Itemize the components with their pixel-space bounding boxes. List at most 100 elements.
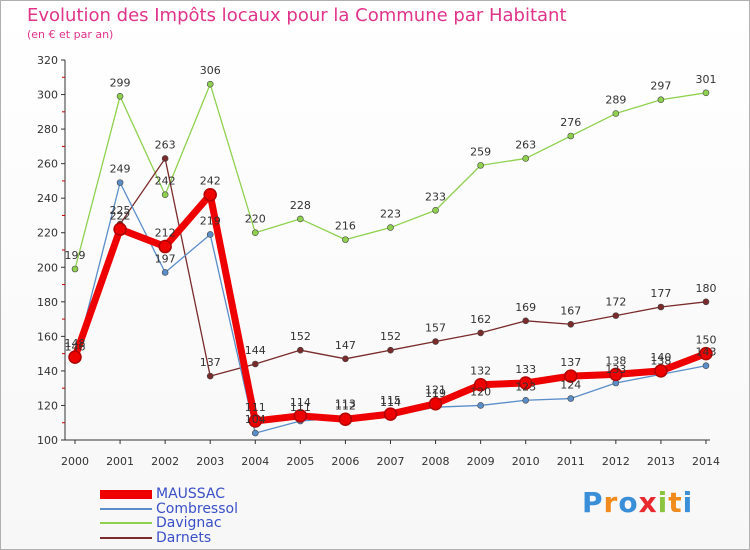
- data-point-darnets: [702, 298, 710, 306]
- legend-label-combressol: Combressol: [156, 501, 238, 517]
- data-label-maussac: 137: [560, 356, 581, 369]
- data-point-davignac: [342, 236, 349, 243]
- legend-item-davignac: Davignac: [100, 514, 222, 532]
- x-tick-label: 2004: [241, 455, 269, 468]
- data-point-davignac: [567, 132, 575, 140]
- data-point-maussac: [293, 409, 308, 423]
- data-label-davignac: 301: [695, 73, 716, 86]
- data-label-combressol: 249: [110, 163, 131, 176]
- data-point-maussac: [564, 369, 578, 383]
- chart-title: Evolution des Impôts locaux pour la Comm…: [27, 5, 567, 26]
- legend-item-combressol: Combressol: [100, 500, 238, 518]
- data-label-maussac: 138: [605, 354, 626, 367]
- data-point-maussac: [383, 407, 398, 421]
- data-point-davignac: [522, 155, 530, 162]
- y-tick-label: 300: [37, 89, 58, 102]
- data-point-combressol: [116, 179, 124, 186]
- x-tick-label: 2010: [512, 455, 540, 468]
- data-point-darnets: [432, 338, 439, 345]
- data-label-combressol: 124: [560, 379, 581, 392]
- logo-letter: P: [582, 486, 604, 519]
- data-label-combressol: 123: [515, 380, 536, 393]
- data-label-combressol: 119: [425, 387, 446, 400]
- data-point-maussac: [699, 346, 713, 361]
- data-point-maussac: [428, 396, 443, 411]
- data-point-darnets: [477, 329, 484, 337]
- x-tick-label: 2005: [286, 455, 314, 468]
- data-point-darnets: [522, 317, 530, 325]
- data-label-maussac: 212: [155, 227, 176, 240]
- logo-letter: i: [657, 486, 669, 519]
- x-tick-label: 2013: [647, 455, 675, 468]
- data-label-combressol: 120: [470, 385, 491, 398]
- data-point-maussac: [654, 364, 668, 378]
- data-point-combressol: [477, 402, 484, 409]
- data-label-darnets: 144: [245, 344, 266, 357]
- data-point-darnets: [567, 320, 575, 328]
- data-point-maussac: [248, 414, 263, 428]
- logo-letter: o: [618, 486, 639, 519]
- data-label-darnets: 177: [650, 287, 671, 300]
- data-point-combressol: [251, 429, 259, 437]
- data-point-davignac: [657, 96, 665, 104]
- y-tick-label: 180: [37, 296, 58, 309]
- data-label-darnets: 152: [380, 330, 401, 343]
- logo-letter: i: [682, 486, 694, 519]
- data-label-combressol: 146: [65, 341, 86, 354]
- data-label-combressol: 133: [605, 363, 626, 376]
- data-point-darnets: [297, 346, 304, 354]
- data-label-combressol: 113: [335, 398, 356, 411]
- data-label-davignac: 289: [605, 94, 626, 107]
- data-point-davignac: [251, 229, 259, 237]
- data-point-maussac: [158, 239, 172, 254]
- data-label-darnets: 137: [200, 356, 221, 369]
- chart-subtitle: (en € et par an): [27, 28, 114, 41]
- y-tick-label: 200: [37, 261, 58, 274]
- data-point-davignac: [297, 215, 304, 223]
- data-label-maussac: 242: [200, 175, 221, 188]
- logo-letter: x: [638, 486, 658, 519]
- data-label-combressol: 138: [650, 354, 671, 367]
- data-point-darnets: [342, 355, 349, 363]
- data-label-davignac: 223: [380, 208, 401, 221]
- data-point-darnets: [206, 372, 214, 380]
- legend-item-maussac: MAUSSAC: [100, 485, 225, 503]
- data-label-davignac: 306: [200, 64, 221, 77]
- data-label-davignac: 263: [515, 138, 536, 151]
- data-point-darnets: [657, 303, 665, 311]
- data-point-combressol: [161, 269, 169, 276]
- data-label-davignac: 242: [155, 175, 176, 188]
- x-tick-label: 2003: [196, 455, 224, 468]
- data-point-maussac: [609, 367, 623, 382]
- data-point-darnets: [161, 155, 169, 162]
- legend-label-davignac: Davignac: [156, 515, 222, 531]
- legend-swatch-darnets: [100, 537, 152, 539]
- data-point-davignac: [612, 110, 620, 117]
- data-label-darnets: 180: [695, 282, 716, 295]
- y-tick-label: 280: [37, 123, 58, 136]
- data-label-darnets: 225: [110, 204, 131, 217]
- x-tick-label: 2012: [602, 455, 630, 468]
- y-tick-label: 120: [37, 399, 58, 412]
- data-label-davignac: 299: [110, 76, 131, 89]
- data-label-maussac: 148: [65, 337, 86, 350]
- data-label-maussac: 150: [695, 334, 716, 347]
- legend-label-maussac: MAUSSAC: [156, 486, 226, 502]
- data-label-maussac: 133: [515, 363, 536, 376]
- data-point-davignac: [206, 80, 214, 88]
- data-point-maussac: [518, 376, 533, 390]
- data-label-davignac: 220: [245, 213, 266, 226]
- x-tick-label: 2007: [376, 455, 404, 468]
- data-label-darnets: 172: [605, 296, 626, 309]
- data-point-combressol: [567, 395, 575, 402]
- data-label-maussac: 115: [380, 394, 401, 407]
- x-tick-label: 2001: [106, 455, 134, 468]
- x-tick-label: 2011: [557, 455, 585, 468]
- data-point-darnets: [387, 346, 394, 354]
- y-tick-label: 140: [37, 365, 58, 378]
- data-label-darnets: 152: [290, 330, 311, 343]
- x-tick-label: 2008: [422, 455, 450, 468]
- proxiti-logo: Proxiti: [582, 486, 693, 519]
- x-tick-label: 2009: [467, 455, 495, 468]
